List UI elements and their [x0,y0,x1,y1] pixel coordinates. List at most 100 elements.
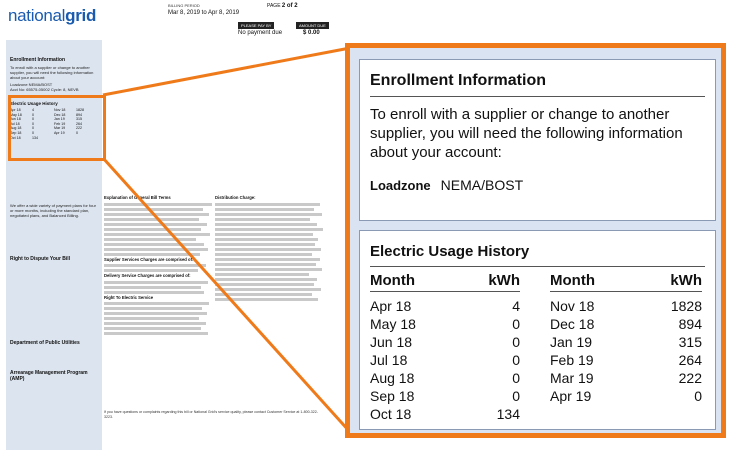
mini-usage-cell: Aug 18 [10,126,22,131]
col-month-right: Month [550,272,595,289]
sidebar-enroll-text: To enroll with a supplier or change to a… [10,65,94,80]
mini-usage-cell: 0 [32,112,34,117]
text-line [104,285,202,289]
mini-usage-row: Oct 18 134 [10,136,98,141]
text-line [215,237,319,241]
mini-usage-cell: Jul 18 [10,121,20,126]
mini-usage-row: Apr 18 4 Nov 18 1828 [10,108,98,113]
text-line [215,262,317,266]
text-line [104,327,202,331]
text-line [104,202,212,206]
usage-kwh-left: 0 [512,370,520,386]
text-line [215,222,318,226]
text-line [215,267,322,271]
enrollment-text: To enroll with a supplier or change to a… [370,106,683,161]
connector-line-bottom [101,156,352,434]
text-line [104,242,205,246]
mini-usage-cell: May 18 [10,112,22,117]
usage-kwh-left: 0 [512,316,520,332]
mini-usage-row: Aug 18 0 Mar 19 222 [10,126,98,131]
usage-month-left: Apr 18 [370,298,412,314]
mini-usage-row: Sep 18 0 Apr 19 0 [10,131,98,136]
sidebar-enroll-title: Enrollment Information [10,57,65,63]
billing-period: Mar 8, 2019 to Apr 8, 2019 [168,10,240,16]
text-line [215,247,321,251]
usage-highlight-box [8,95,106,161]
text-line [104,264,206,268]
delivery-title: Delivery Service Charges are comprised o… [104,273,191,279]
amount-due-value: $ 0.00 [303,30,320,36]
text-line [104,207,204,211]
bill-sidebar: Enrollment Information To enroll with a … [6,40,102,450]
text-line [104,280,208,284]
mini-usage-cell: 0 [32,130,34,135]
text-line [215,232,313,236]
mini-usage-cell: Apr 18 [10,108,21,112]
text-line [215,227,323,231]
mini-usage-cell: 4 [32,108,34,112]
mini-usage-row: Jun 18 0 Jan 19 315 [10,117,98,122]
usage-kwh-left: 4 [512,298,520,314]
sidebar-usage-title: Electric Usage History [10,101,58,106]
zoom-callout: Enrollment Information To enroll with a … [345,43,726,438]
usage-month-right: Feb 19 [550,352,594,368]
mini-usage-cell: 134 [32,135,38,140]
usage-month-right: Apr 19 [550,388,592,404]
usage-title: Electric Usage History [370,243,530,260]
usage-month-right: Dec 18 [550,316,595,332]
text-line [215,202,320,206]
supplier-title: Supplier Services Charges are comprised … [104,256,194,262]
mini-usage-cell: Sep 18 [10,130,22,135]
usage-kwh-right: 0 [694,388,702,404]
mini-usage-cell: 894 [76,112,82,117]
distribution-column: Distribution Charge: [215,195,325,303]
enrollment-title: Enrollment Information [370,72,546,89]
sidebar-account: Acct No: 65575-05002 Cycle: 8, NEVB [10,87,79,92]
text-line [104,307,203,311]
text-line [215,257,320,261]
mini-usage-cell: 0 [32,126,34,131]
usage-month-right: Jan 19 [550,334,593,350]
mini-usage-cell: 1828 [76,108,84,112]
mini-usage-cell: 264 [76,121,82,126]
text-line [104,217,200,221]
page-number: PAGE 2 of 2 [267,3,298,9]
col-month-left: Month [370,272,415,289]
mini-usage-cell: 0 [32,117,34,122]
usage-month-left: Aug 18 [370,370,415,386]
usage-kwh-right: 315 [678,334,702,350]
usage-month-left: Jul 18 [370,352,408,368]
sidebar-dpu-title: Department of Public Utilities [10,340,80,346]
text-line [215,277,318,281]
mini-usage-cell: Apr 19 [54,130,65,135]
col-kwh-right: kWh [670,272,702,289]
sidebar-dispute-title: Right to Dispute Your Bill [10,256,71,262]
usage-kwh-right: 1828 [670,298,702,314]
usage-month-right: Nov 18 [550,298,595,314]
text-line [104,332,208,336]
distribution-title: Distribution Charge: [215,195,256,200]
enrollment-info-panel: Enrollment Information To enroll with a … [359,59,716,221]
loadzone-label: Loadzone [370,178,431,193]
text-line [104,237,196,241]
payment-header-bar: PLEASE PAY BY AMOUNT DUE [168,22,330,29]
mini-usage-cell: Jun 18 [10,117,21,122]
text-line [215,282,314,286]
text-line [104,247,208,251]
text-line [215,272,309,276]
text-line [104,232,210,236]
please-pay-by-label: PLEASE PAY BY [238,22,275,29]
usage-month-left: Sep 18 [370,388,415,404]
billing-period-label: BILLING PERIOD [168,3,200,8]
text-line [104,317,200,321]
usage-kwh-left: 0 [512,388,520,404]
usage-kwh-left: 134 [496,406,520,422]
sidebar-payment-plans: We offer a wide variety of payment plans… [10,203,96,218]
usage-history-panel: Electric Usage History Month kWh Month k… [359,230,716,430]
sidebar-loadzone: Loadzone NEMA/BOST [10,82,53,87]
mini-usage-row: Jul 18 0 Feb 19 264 [10,122,98,127]
text-line [104,252,201,256]
text-line [215,212,322,216]
usage-kwh-right: 894 [678,316,702,332]
text-line [215,297,319,301]
